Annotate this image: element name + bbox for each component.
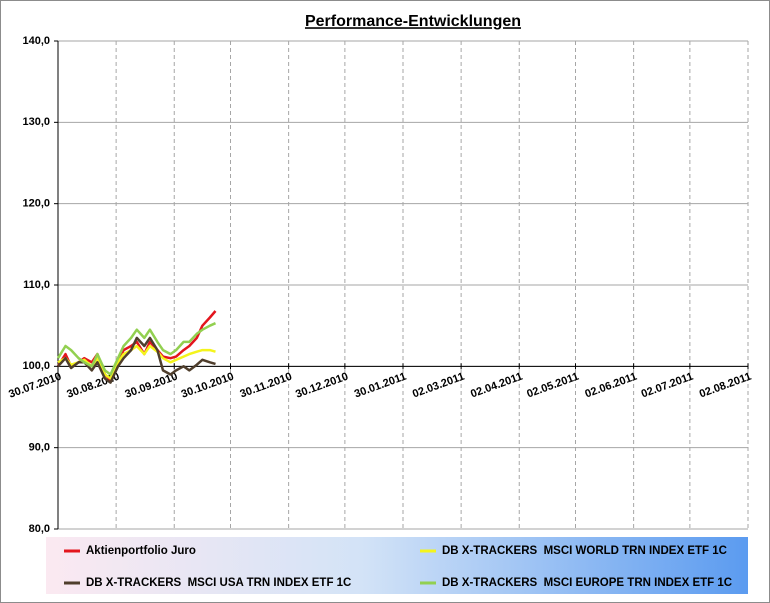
legend-label: DB X-TRACKERS MSCI WORLD TRN INDEX ETF 1… — [442, 545, 727, 557]
legend-label: DB X-TRACKERS MSCI EUROPE TRN INDEX ETF … — [442, 577, 732, 589]
series-line — [57, 344, 216, 380]
y-tick-label: 120,0 — [22, 198, 50, 210]
y-tick-label: 90,0 — [29, 442, 50, 454]
legend-label: DB X-TRACKERS MSCI USA TRN INDEX ETF 1C — [86, 577, 351, 589]
legend-box — [46, 537, 748, 594]
y-tick-label: 110,0 — [23, 279, 50, 291]
y-tick-label: 100,0 — [22, 360, 50, 372]
series-line — [56, 310, 217, 382]
legend-label: Aktienportfolio Juro — [86, 545, 196, 557]
y-tick-label: 140,0 — [22, 35, 50, 47]
chart-title: Performance-Entwicklungen — [305, 13, 521, 30]
y-tick-label: 80,0 — [29, 523, 50, 535]
series-line — [56, 322, 217, 376]
y-tick-label: 130,0 — [22, 116, 50, 128]
